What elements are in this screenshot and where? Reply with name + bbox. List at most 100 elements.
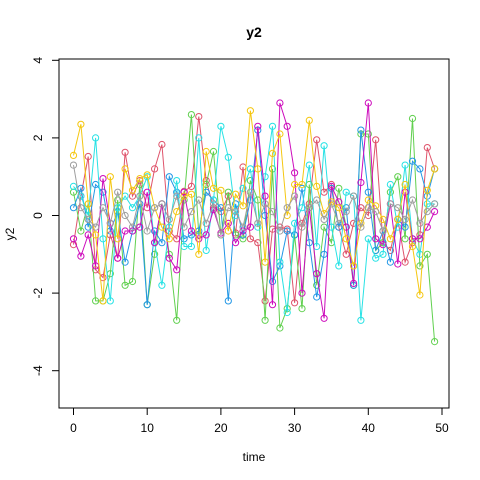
data-point xyxy=(327,200,335,208)
data-point xyxy=(291,192,299,200)
data-point xyxy=(187,227,195,235)
data-point xyxy=(217,229,225,237)
series-line xyxy=(73,116,436,303)
data-point xyxy=(151,204,159,212)
data-point xyxy=(143,171,151,179)
data-point xyxy=(128,223,137,231)
data-point xyxy=(151,165,159,173)
data-point xyxy=(114,188,122,196)
data-point xyxy=(313,182,321,190)
data-point xyxy=(364,204,372,212)
data-point xyxy=(217,186,225,194)
data-point xyxy=(386,258,394,266)
data-point xyxy=(254,122,262,130)
data-point xyxy=(298,305,306,313)
data-point xyxy=(180,192,188,200)
data-point xyxy=(136,192,144,200)
data-point xyxy=(335,262,343,270)
data-point xyxy=(291,169,299,177)
data-point xyxy=(246,223,254,231)
data-point xyxy=(246,107,254,115)
data-point xyxy=(202,231,210,239)
data-point xyxy=(128,186,137,194)
data-point xyxy=(84,231,92,239)
data-point xyxy=(232,239,240,247)
data-point xyxy=(342,208,350,216)
data-point xyxy=(276,258,284,266)
data-point xyxy=(305,161,313,169)
data-point xyxy=(401,161,409,169)
data-point xyxy=(224,227,232,235)
data-point xyxy=(261,316,269,324)
data-point xyxy=(99,204,107,212)
data-point xyxy=(158,239,166,247)
x-tick-label: 20 xyxy=(214,421,228,435)
data-point xyxy=(202,180,210,189)
data-point xyxy=(202,219,210,227)
data-point xyxy=(283,211,291,220)
data-point xyxy=(106,219,114,227)
data-point xyxy=(158,200,166,208)
data-point xyxy=(276,227,284,235)
data-point xyxy=(268,301,277,309)
data-point xyxy=(217,122,225,130)
data-point xyxy=(408,235,417,243)
data-point xyxy=(283,204,291,212)
data-point xyxy=(305,204,313,212)
data-point xyxy=(151,227,159,235)
data-point xyxy=(92,266,100,274)
data-point xyxy=(401,258,409,266)
data-point xyxy=(121,281,129,289)
data-point xyxy=(298,180,306,189)
data-point xyxy=(246,235,254,243)
y-tick-label: -4 xyxy=(31,365,45,376)
data-point xyxy=(121,227,129,235)
data-point xyxy=(187,190,195,198)
data-point xyxy=(84,200,92,208)
data-point xyxy=(239,202,247,210)
data-point xyxy=(136,223,144,231)
data-point xyxy=(431,200,439,208)
data-point xyxy=(114,196,122,204)
y-axis-label: y2 xyxy=(3,227,17,240)
data-point xyxy=(158,281,166,289)
data-point xyxy=(350,192,358,200)
data-point xyxy=(298,289,306,297)
data-point xyxy=(224,219,232,227)
data-point xyxy=(298,204,306,212)
data-point xyxy=(173,177,181,185)
data-point xyxy=(313,293,321,301)
data-point xyxy=(408,242,417,251)
data-point xyxy=(431,165,439,173)
data-point xyxy=(357,223,365,231)
data-point xyxy=(143,301,151,309)
data-point xyxy=(151,239,159,247)
data-point xyxy=(342,235,350,243)
data-point xyxy=(136,177,144,185)
data-point xyxy=(187,242,195,251)
data-point xyxy=(268,149,277,157)
data-point xyxy=(394,260,402,268)
data-point xyxy=(69,151,78,159)
plot-series xyxy=(69,99,439,346)
data-point xyxy=(386,180,394,189)
data-point xyxy=(254,165,262,173)
data-point xyxy=(84,152,92,161)
data-point xyxy=(379,250,387,258)
data-point xyxy=(423,250,431,258)
data-point xyxy=(195,250,203,258)
data-point xyxy=(232,208,240,216)
x-axis-label: time xyxy=(243,450,266,464)
data-point xyxy=(305,116,313,125)
data-point xyxy=(372,136,380,144)
chart-title: y2 xyxy=(246,24,262,40)
data-point xyxy=(276,99,284,107)
data-point xyxy=(195,196,203,204)
data-point xyxy=(408,196,417,204)
data-point xyxy=(224,188,232,196)
data-point xyxy=(92,231,100,239)
data-point xyxy=(99,235,107,243)
data-point xyxy=(106,297,114,305)
data-point xyxy=(364,99,372,107)
data-point xyxy=(173,266,181,274)
